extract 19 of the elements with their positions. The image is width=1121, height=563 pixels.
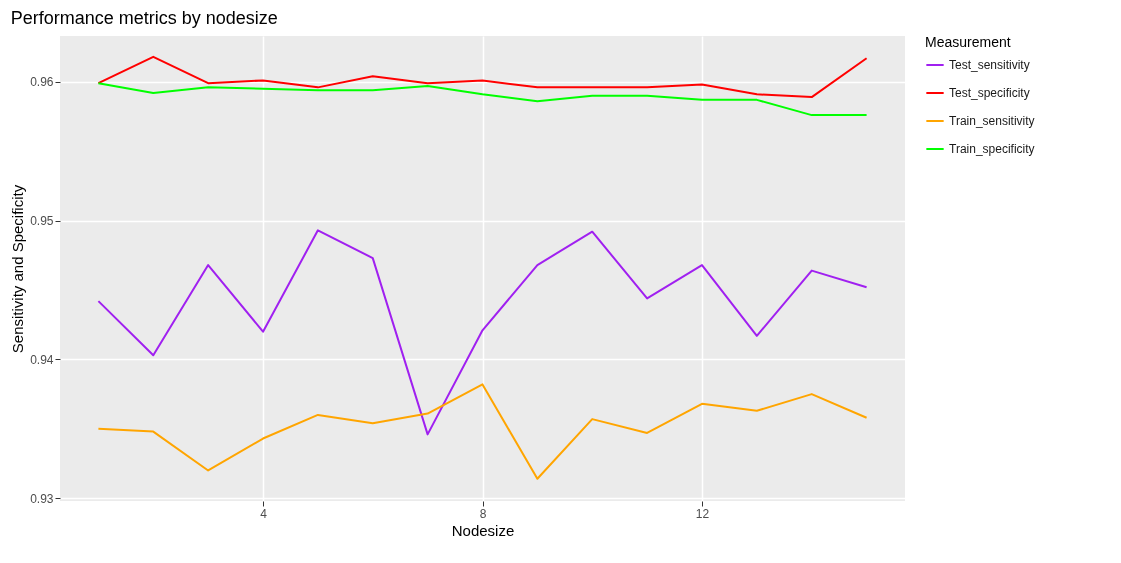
x-tick-label: 12: [695, 506, 710, 521]
line-series: [97, 82, 868, 117]
x-axis-title: Nodesize: [451, 521, 515, 539]
x-tick-label: 8: [479, 506, 487, 521]
legend-label: Test_sensitivity: [949, 58, 1030, 72]
legend-label: Test_specificity: [949, 86, 1030, 100]
y-tick-label: 0.95: [30, 214, 54, 229]
legend-label: Train_specificity: [949, 142, 1035, 156]
legend-title: Measurement: [925, 34, 1011, 50]
y-tick-label: 0.96: [30, 75, 54, 90]
line-series: [97, 55, 868, 99]
legend-label: Train_sensitivity: [949, 114, 1035, 128]
y-tick-label: 0.93: [30, 491, 54, 506]
line-series: [97, 229, 868, 436]
y-tick-label: 0.94: [30, 352, 54, 367]
chart-title: Performance metrics by nodesize: [10, 8, 278, 28]
y-axis-title: Sensitivity and Specificity: [9, 184, 27, 354]
x-tick-label: 4: [260, 506, 268, 521]
line-series: [97, 383, 868, 480]
